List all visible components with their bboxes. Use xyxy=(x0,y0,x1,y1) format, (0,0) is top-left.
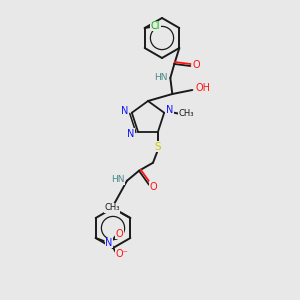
Text: N: N xyxy=(105,238,112,248)
Text: N: N xyxy=(167,105,174,115)
Text: O⁻: O⁻ xyxy=(115,249,128,259)
Text: OH: OH xyxy=(196,83,211,93)
Text: CH₃: CH₃ xyxy=(105,203,120,212)
Text: S: S xyxy=(155,142,161,152)
Text: O: O xyxy=(193,60,200,70)
Text: O: O xyxy=(116,229,124,239)
Text: N: N xyxy=(121,106,128,116)
Text: O: O xyxy=(149,182,157,192)
Text: CH₃: CH₃ xyxy=(178,109,194,118)
Text: HN: HN xyxy=(111,175,125,184)
Text: N: N xyxy=(127,129,135,139)
Text: HN: HN xyxy=(154,73,168,82)
Text: Cl: Cl xyxy=(151,21,160,31)
